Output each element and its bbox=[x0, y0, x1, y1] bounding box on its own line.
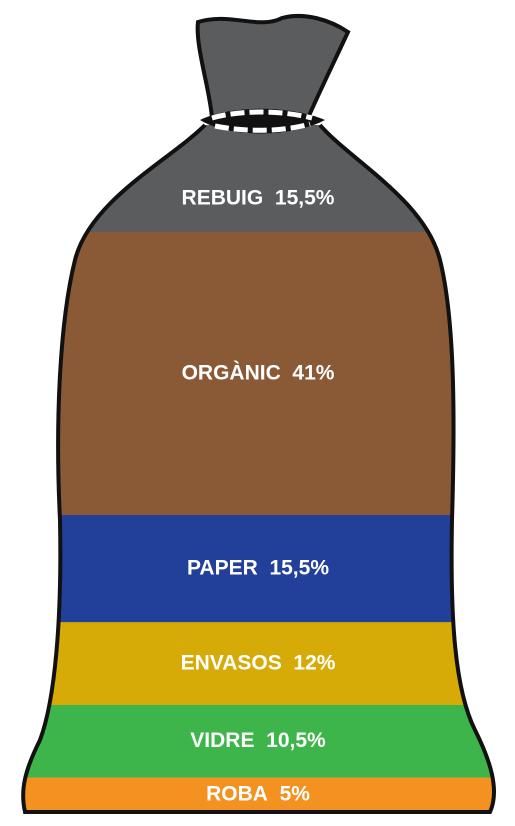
band-label: VIDRE 10,5% bbox=[190, 729, 326, 752]
value-label: 10,5% bbox=[266, 729, 326, 752]
category-label: PAPER bbox=[187, 556, 258, 579]
category-label: REBUIG bbox=[182, 186, 264, 209]
band-label: ORGÀNIC 41% bbox=[182, 361, 335, 384]
chart: REBUIG 15,5% ORGÀNIC 41% PAPER 15,5% ENVASO… bbox=[0, 0, 515, 826]
category-label: ROBA bbox=[206, 782, 268, 805]
band-label: REBUIG 15,5% bbox=[182, 186, 335, 209]
bag-knot bbox=[198, 16, 348, 118]
value-label: 41% bbox=[292, 361, 334, 384]
band-label: ROBA 5% bbox=[206, 782, 310, 805]
band-label: ENVASOS 12% bbox=[181, 651, 336, 674]
value-label: 15,5% bbox=[275, 186, 335, 209]
value-label: 12% bbox=[293, 651, 335, 674]
value-label: 15,5% bbox=[269, 556, 329, 579]
category-label: VIDRE bbox=[190, 729, 254, 752]
band-label: PAPER 15,5% bbox=[187, 556, 329, 579]
value-label: 5% bbox=[280, 782, 311, 805]
category-label: ENVASOS bbox=[181, 651, 282, 674]
band bbox=[0, 125, 515, 233]
bag-fill bbox=[0, 125, 515, 812]
category-label: ORGÀNIC bbox=[182, 361, 281, 384]
